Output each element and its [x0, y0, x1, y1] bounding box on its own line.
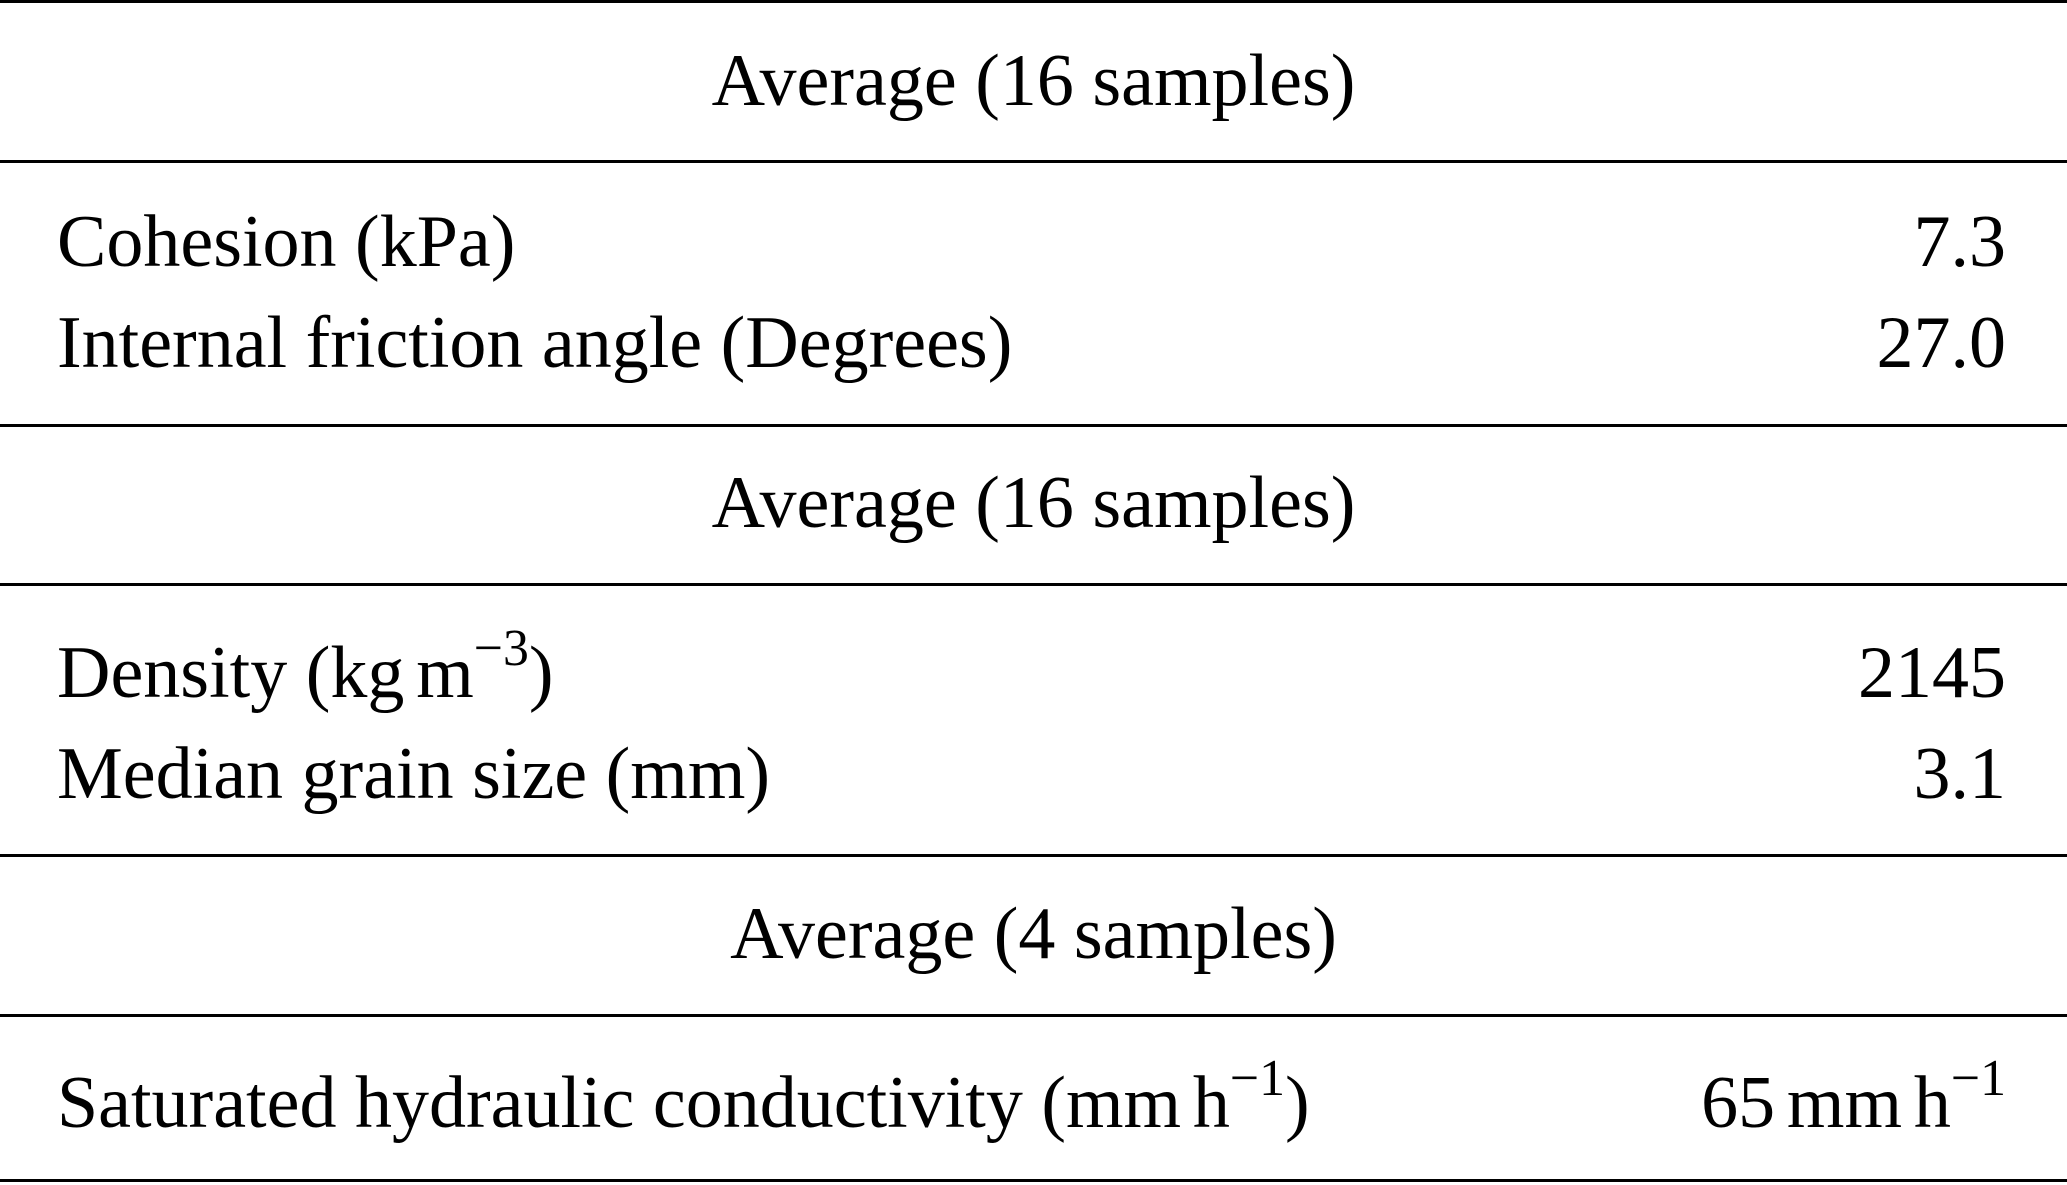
row-value-unit-mm: mm: [1786, 1062, 1903, 1144]
row-label-unit: m: [416, 632, 474, 714]
row-label-suffix: ): [528, 632, 554, 714]
section-header-text: Average (4 samples): [730, 893, 1337, 975]
section-header: Average (4 samples): [0, 897, 2067, 971]
section-header: Average (16 samples): [0, 44, 2067, 118]
row-label: Cohesion (kPa): [57, 201, 516, 283]
row-value: 7.3: [1913, 201, 2007, 283]
row-value: 65 mm h−1: [1701, 1052, 2006, 1140]
row-label-prefix: Saturated hydraulic conductivity (mm: [57, 1062, 1182, 1144]
bottom-rule: [0, 1179, 2067, 1182]
row-value: 2145: [1858, 632, 2006, 714]
row-value-exponent: −1: [1950, 1049, 2006, 1107]
row-value: 27.0: [1876, 302, 2007, 384]
header-rule: [0, 160, 2067, 163]
section-rule: [0, 424, 2067, 427]
row-label: Density (kg m−3): [57, 622, 554, 710]
row-label-suffix: ): [1285, 1062, 1310, 1144]
section-header: Average (16 samples): [0, 466, 2067, 540]
header-rule: [0, 1014, 2067, 1017]
row-label-exponent: −1: [1229, 1049, 1286, 1107]
section-header-text: Average (16 samples): [711, 462, 1356, 544]
section-rule: [0, 854, 2067, 857]
row-label: Median grain size (mm): [57, 733, 771, 815]
row-value-unit-h: h: [1913, 1062, 1951, 1144]
row-value: 3.1: [1913, 733, 2007, 815]
row-label: Internal friction angle (Degrees): [57, 302, 1013, 384]
header-rule: [0, 583, 2067, 586]
row-label: Saturated hydraulic conductivity (mm h−1): [57, 1052, 1310, 1140]
row-label-exponent: −3: [473, 619, 529, 677]
row-label-prefix: Density (kg: [57, 632, 405, 714]
section-header-text: Average (16 samples): [711, 40, 1356, 122]
top-rule: [0, 0, 2067, 3]
row-value-number: 65: [1701, 1062, 1776, 1144]
row-label-unit: h: [1192, 1062, 1230, 1144]
